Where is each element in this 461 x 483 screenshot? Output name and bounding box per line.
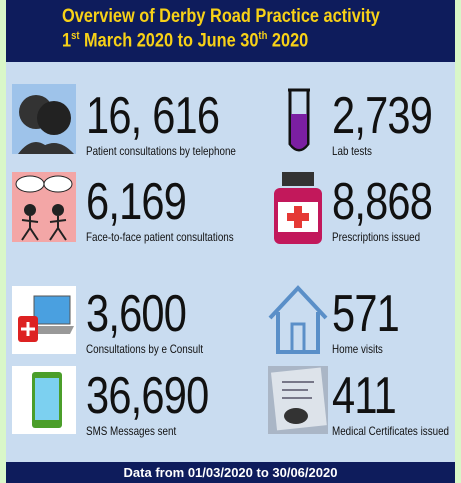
footer: Data from 01/03/2020 to 30/06/2020 [6,462,455,483]
infographic: Overview of Derby Road Practice activity… [0,0,461,483]
telephone-icon [12,84,76,154]
stat-number: 8,868 [332,172,432,232]
stat-number: 6,169 [86,172,186,232]
stat-number: 36,690 [86,366,208,426]
subtitle-part: March 2020 to June 30 [80,30,259,51]
home-icon [268,282,328,354]
stat-label: Medical Certificates issued [332,424,449,438]
stat-label: Prescriptions issued [332,230,420,244]
stat-label: SMS Messages sent [86,424,176,438]
stat-number: 2,739 [332,86,432,146]
panel: Overview of Derby Road Practice activity… [6,0,455,483]
stat-number: 3,600 [86,284,186,344]
econsult-icon [12,286,76,354]
subtitle-part: th [258,30,267,42]
stat-number: 571 [332,284,399,344]
stat-number: 16, 616 [86,86,219,146]
face-to-face-icon [12,172,76,242]
subtitle-part: 2020 [267,30,308,51]
stat-label: Patient consultations by telephone [86,144,236,158]
stat-number: 411 [332,366,396,426]
stat-label: Home visits [332,342,383,356]
title: Overview of Derby Road Practice activity [62,6,380,28]
stat-label: Lab tests [332,144,372,158]
stat-label: Face-to-face patient consultations [86,230,234,244]
lab-icon [268,84,326,156]
certificate-icon [268,366,328,434]
subtitle: 1st March 2020 to June 30th 2020 [62,30,308,52]
stat-label: Consultations by e Consult [86,342,203,356]
header: Overview of Derby Road Practice activity… [6,0,455,62]
sms-icon [12,366,76,434]
subtitle-part: 1 [62,30,71,51]
prescription-icon [268,170,328,246]
